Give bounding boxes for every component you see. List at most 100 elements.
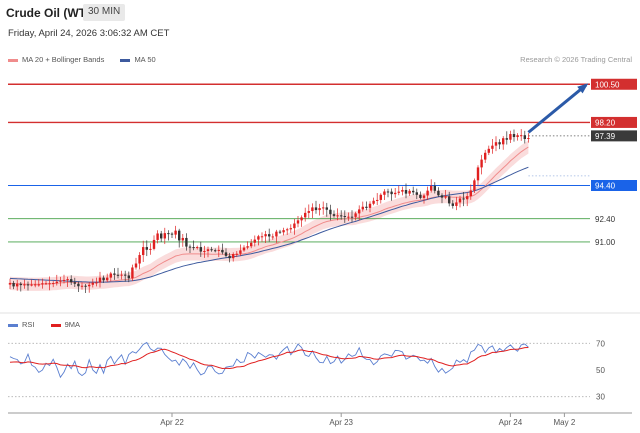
candle-body: [271, 236, 274, 238]
candle-body: [242, 247, 246, 251]
candle-body: [239, 250, 242, 254]
timeframe-badge[interactable]: 30 MIN: [83, 4, 126, 21]
candle-body: [48, 283, 51, 285]
candle-body: [293, 223, 296, 229]
legend-swatch: [8, 58, 18, 62]
level-label-98.20: 98.20: [595, 119, 616, 128]
candle-body: [138, 255, 141, 264]
candle-body: [167, 233, 170, 235]
candle-body: [268, 234, 271, 237]
legend-label: RSI: [22, 320, 35, 329]
candle-body: [487, 148, 490, 153]
candle-body: [178, 230, 181, 241]
candle-body: [26, 284, 30, 286]
candle-body: [419, 194, 422, 198]
candle-body: [336, 215, 339, 217]
candle-body: [304, 212, 307, 218]
candle-body: [196, 247, 199, 249]
candle-body: [235, 253, 238, 255]
chart-header: Crude Oil (WTI) 30 MIN: [0, 0, 640, 24]
legend-swatch: [120, 58, 131, 62]
rsi-line: [9, 341, 529, 379]
candle-body: [142, 247, 145, 256]
candle-body: [95, 282, 98, 284]
candle-body: [296, 220, 300, 224]
candle-body: [527, 138, 530, 140]
research-credit: Research © 2026 Trading Central: [520, 55, 632, 64]
candle-body: [116, 274, 120, 276]
candle-body: [224, 252, 228, 256]
candle-body: [250, 242, 253, 247]
candle-body: [401, 189, 404, 192]
legend-item-9ma: 9MA: [50, 320, 80, 329]
candle-body: [383, 191, 386, 195]
level-badge-bg: [591, 180, 637, 191]
x-tick-label: May 2: [554, 418, 576, 427]
candle-body: [469, 190, 472, 197]
candle-body: [77, 283, 80, 287]
level-badge-bg: [591, 78, 637, 90]
candle-body: [282, 230, 285, 233]
chart-title: Crude Oil (WTI): [6, 6, 94, 20]
candle-body: [80, 285, 84, 287]
candle-body: [386, 191, 390, 193]
projection-arrow: [527, 83, 587, 134]
price-legend: MA 20 + Bollinger Bands MA 50: [8, 55, 170, 64]
candle-body: [451, 203, 454, 206]
legend-item-ma50: MA 50: [120, 55, 156, 64]
level-label-97.39: 97.39: [595, 132, 616, 141]
candle-body: [257, 236, 260, 240]
candle-body: [404, 189, 408, 194]
candle-body: [426, 190, 429, 196]
rsi-tick-label: 70: [596, 339, 605, 348]
candle-body: [516, 135, 519, 138]
ma50-line: [9, 166, 529, 283]
candle-body: [289, 228, 292, 230]
candle-body: [415, 192, 418, 195]
candle-body: [88, 284, 91, 287]
candle-body: [440, 195, 444, 198]
candle-body: [505, 138, 508, 140]
candle-body: [520, 135, 523, 137]
candle-body: [523, 135, 526, 140]
candle-body: [52, 283, 55, 285]
candle-body: [372, 200, 375, 204]
chart-date: Friday, April 24, 2026 3:06:32 AM CET: [8, 28, 170, 39]
candle-body: [19, 283, 22, 286]
candle-body: [498, 142, 501, 145]
candle-body: [430, 185, 433, 191]
candle-body: [350, 216, 354, 218]
candle-body: [512, 134, 516, 138]
candle-body: [102, 277, 105, 281]
candle-body: [160, 233, 163, 239]
candle-body: [73, 282, 76, 284]
candle-body: [106, 277, 109, 281]
candle-body: [181, 237, 184, 241]
x-tick-label: Apr 23: [329, 418, 353, 427]
candle-body: [278, 231, 282, 233]
level-label-91.00: 91.00: [595, 238, 616, 247]
candle-body: [98, 277, 102, 283]
candle-body: [70, 279, 73, 283]
projection-arrowhead: [577, 83, 589, 94]
rsi-9ma-line: [9, 347, 529, 370]
candle-body: [217, 249, 220, 251]
level-badge-bg: [591, 116, 637, 128]
candle-body: [368, 203, 372, 208]
candle-body: [311, 207, 314, 212]
candle-body: [491, 145, 494, 149]
candle-body: [347, 216, 350, 218]
candle-body: [41, 283, 44, 285]
rsi-tick-label: 30: [596, 393, 605, 402]
candle-body: [62, 279, 66, 281]
candle-body: [149, 248, 152, 250]
candle-body: [253, 239, 256, 243]
candle-body: [466, 196, 469, 200]
candle-body: [23, 284, 26, 286]
candle-body: [394, 192, 397, 195]
candle-body: [156, 233, 159, 240]
candle-body: [325, 207, 328, 210]
candle-body: [246, 246, 249, 248]
candle-body: [318, 208, 321, 211]
